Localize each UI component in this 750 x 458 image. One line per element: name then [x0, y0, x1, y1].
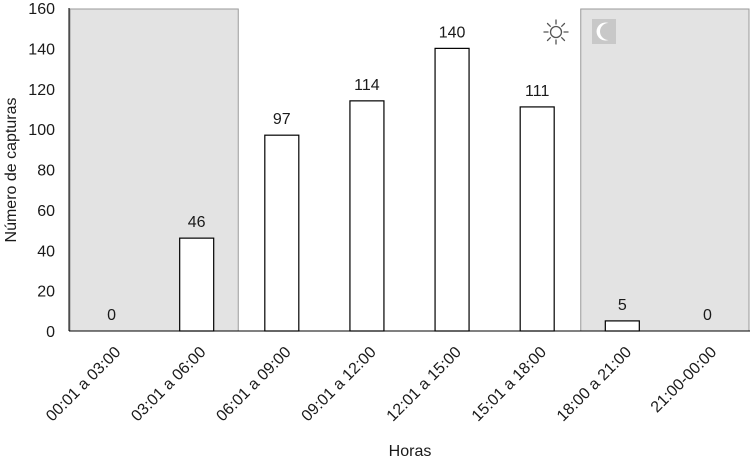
- y-tick-label: 120: [28, 82, 55, 99]
- data-label-1: 0: [107, 307, 116, 324]
- y-tick-label: 40: [37, 243, 55, 260]
- y-tick-label: 100: [28, 122, 55, 139]
- data-label-7: 5: [618, 297, 627, 314]
- moon-icon: [592, 19, 616, 44]
- data-labels: 0 46 97 114 140 111 5 0: [107, 24, 712, 324]
- sun-icon: [543, 19, 569, 45]
- bar-5: [434, 47, 470, 332]
- bar-4: [349, 100, 385, 332]
- bar-2: [179, 237, 215, 332]
- y-tick-label: 160: [28, 1, 55, 18]
- x-tick-labels: 00:01 a 03:00 03:01 a 06:00 06:01 a 09:00 0…: [43, 344, 720, 425]
- bar-7: [604, 320, 640, 332]
- data-label-4: 114: [354, 77, 380, 94]
- x-tick-label: 03:01 a 06:00: [128, 344, 209, 425]
- night-shading-2: [580, 8, 750, 332]
- night-shading-regions: [69, 8, 750, 332]
- y-tick-label: 140: [28, 41, 55, 58]
- data-label-5: 140: [439, 24, 466, 41]
- y-tick-label: 20: [37, 284, 55, 301]
- x-tick-label: 09:01 a 12:00: [299, 344, 380, 425]
- y-axis-title: Número de capturas: [3, 98, 20, 243]
- x-tick-label: 12:01 a 15:00: [384, 344, 465, 425]
- data-label-6: 111: [525, 83, 549, 100]
- x-tick-label: 15:01 a 18:00: [469, 344, 550, 425]
- x-tick-label: 06:01 a 09:00: [213, 344, 294, 425]
- bar-3: [264, 134, 300, 332]
- data-label-8: 0: [703, 307, 712, 324]
- x-tick-label: 00:01 a 03:00: [43, 344, 124, 425]
- y-tick-label: 80: [37, 163, 55, 180]
- x-tick-label: 18:00 a 21:00: [554, 344, 635, 425]
- bar-6: [519, 106, 555, 332]
- y-tick-label: 60: [37, 203, 55, 220]
- y-tick-labels: 0 20 40 60 80 100 120 140 160: [28, 1, 55, 341]
- data-label-3: 97: [273, 111, 291, 128]
- y-tick-label: 0: [46, 324, 55, 341]
- axes: [68, 8, 750, 332]
- data-label-2: 46: [188, 214, 206, 231]
- x-axis-title: Horas: [389, 443, 432, 458]
- bars: [179, 47, 640, 332]
- x-tick-label: 21:00-00:00: [648, 344, 720, 416]
